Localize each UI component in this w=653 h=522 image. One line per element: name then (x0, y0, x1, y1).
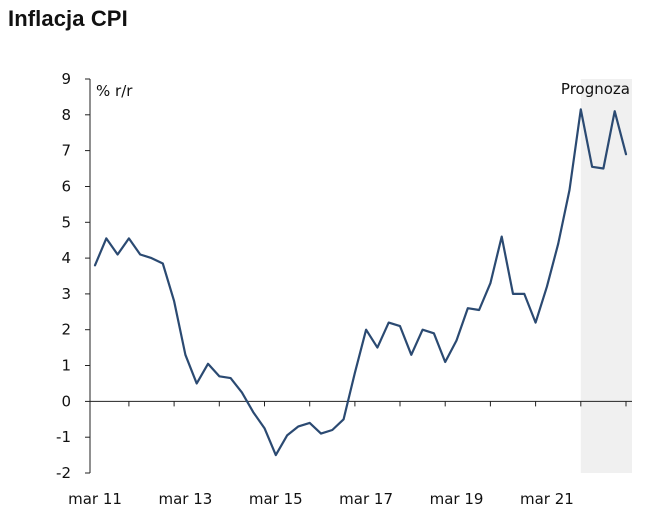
y-tick-label: 8 (61, 106, 71, 124)
data-point (533, 320, 539, 326)
data-point (126, 235, 132, 241)
y-tick-label: 6 (61, 178, 71, 196)
data-point (103, 235, 109, 241)
data-point (160, 261, 166, 267)
y-axis-unit-label: % r/r (96, 82, 133, 100)
data-point (408, 352, 414, 358)
data-point (115, 252, 121, 258)
data-point (454, 338, 460, 344)
data-point (510, 291, 516, 297)
data-point (555, 241, 561, 247)
x-tick-label: mar 21 (520, 490, 574, 508)
chart-title: Inflacja CPI (8, 6, 128, 31)
data-point (567, 187, 573, 193)
data-point (363, 327, 369, 333)
x-tick-label: mar 17 (339, 490, 393, 508)
data-point (465, 305, 471, 311)
data-point (92, 262, 98, 268)
x-tick-label: mar 11 (68, 490, 122, 508)
data-point (149, 255, 155, 261)
data-point (194, 381, 200, 387)
data-point (171, 298, 177, 304)
data-point (487, 280, 493, 286)
forecast-label: Prognoza (561, 80, 630, 98)
data-point (374, 345, 380, 351)
y-tick-label: 1 (61, 357, 71, 375)
data-point (442, 359, 448, 365)
y-tick-label: 7 (61, 142, 71, 160)
data-point (318, 431, 324, 437)
x-tick-label: mar 15 (249, 490, 303, 508)
data-point (228, 375, 234, 381)
x-tick-label: mar 19 (430, 490, 484, 508)
y-tick-label: -2 (56, 464, 71, 482)
data-point (544, 284, 550, 290)
data-point (600, 166, 606, 172)
data-point (205, 361, 211, 367)
data-point (182, 352, 188, 358)
y-tick-label: 9 (61, 70, 71, 88)
data-point (307, 420, 313, 426)
y-tick-label: 3 (61, 285, 71, 303)
data-point (250, 409, 256, 415)
data-point (521, 291, 527, 297)
y-tick-label: -1 (56, 428, 71, 446)
y-tick-label: 4 (61, 249, 71, 267)
data-point (273, 452, 279, 458)
data-point (216, 373, 222, 379)
data-point (137, 252, 143, 258)
y-tick-label: 2 (61, 321, 71, 339)
y-tick-label: 0 (61, 392, 71, 410)
data-point (431, 330, 437, 336)
data-point (239, 389, 245, 395)
data-point (284, 432, 290, 438)
data-point (295, 423, 301, 429)
data-point (476, 307, 482, 313)
y-tick-label: 5 (61, 213, 71, 231)
x-tick-label: mar 13 (158, 490, 212, 508)
data-point (499, 234, 505, 240)
data-point (341, 416, 347, 422)
data-point (623, 151, 629, 157)
data-point (262, 425, 268, 431)
forecast-band (580, 79, 632, 473)
series-line (93, 108, 628, 457)
data-point (612, 108, 618, 114)
data-point (578, 106, 584, 112)
data-point (352, 370, 358, 376)
data-point (397, 323, 403, 329)
data-point (420, 327, 426, 333)
data-point (386, 320, 392, 326)
data-point (589, 164, 595, 170)
data-point (329, 427, 335, 433)
